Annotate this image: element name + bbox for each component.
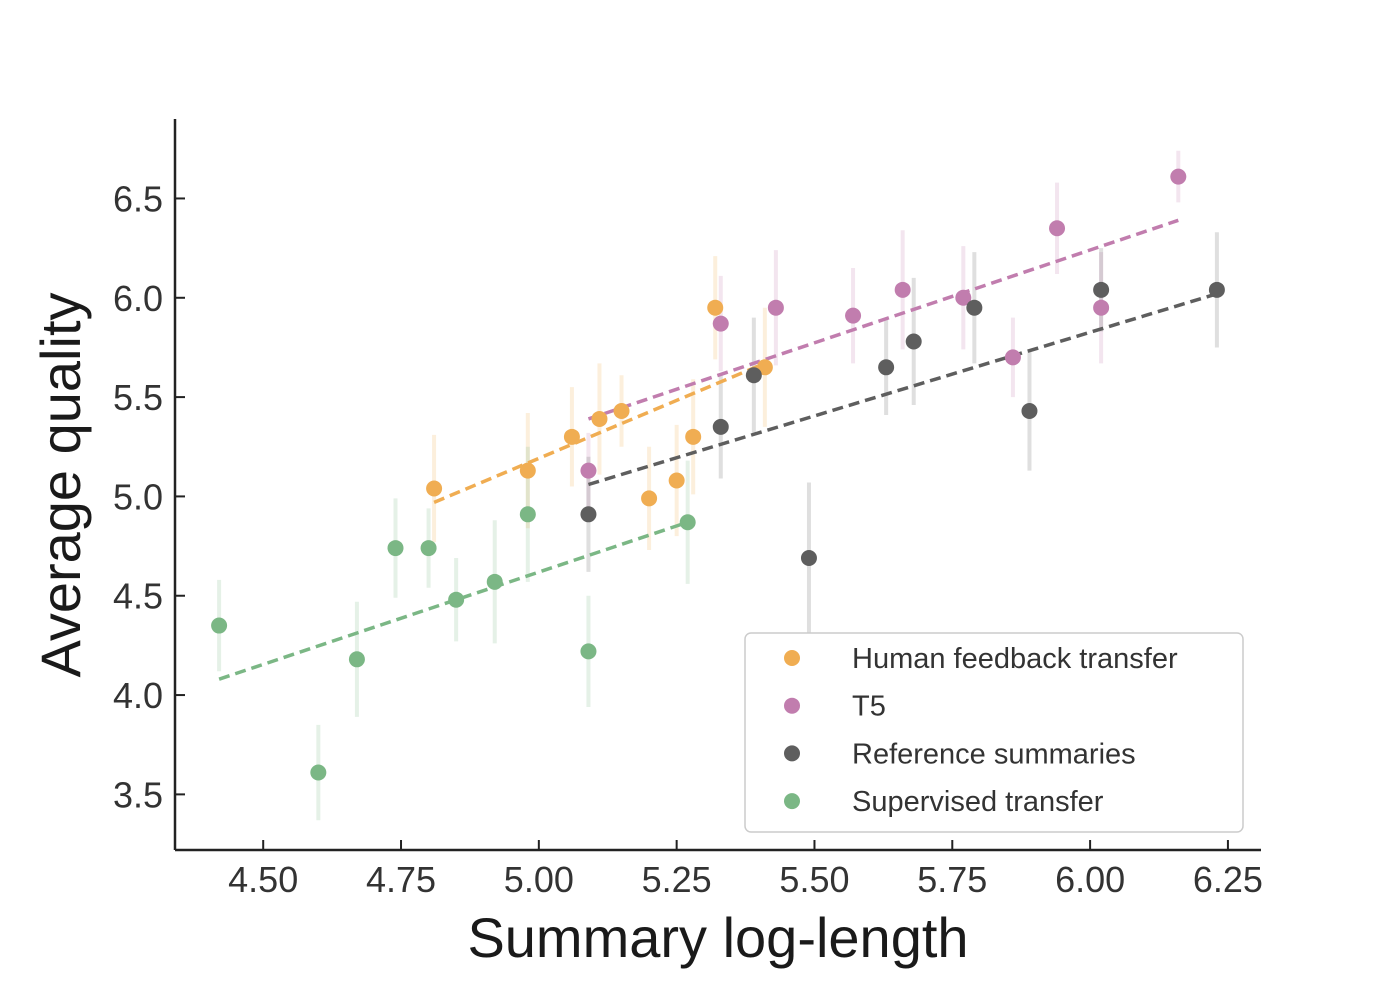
x-tick-label: 6.00 bbox=[1055, 859, 1125, 900]
legend-marker bbox=[784, 650, 800, 666]
data-point bbox=[1004, 349, 1021, 366]
x-tick-label: 5.50 bbox=[779, 859, 849, 900]
data-point bbox=[486, 573, 503, 590]
data-point bbox=[563, 428, 580, 445]
y-tick-label: 4.0 bbox=[113, 675, 163, 716]
data-point bbox=[685, 428, 702, 445]
data-point bbox=[420, 540, 437, 557]
data-point bbox=[426, 480, 443, 497]
x-tick-label: 4.75 bbox=[366, 859, 436, 900]
legend-label: T5 bbox=[852, 691, 886, 723]
data-points bbox=[211, 168, 1225, 781]
y-tick-label: 4.5 bbox=[113, 576, 163, 617]
data-point bbox=[580, 462, 597, 479]
trend-line bbox=[587, 292, 1218, 487]
data-point bbox=[448, 591, 465, 608]
legend-items: Human feedback transfer T5 Reference summa… bbox=[784, 643, 1178, 818]
data-point bbox=[878, 359, 895, 376]
data-point bbox=[668, 472, 685, 489]
trend-lines bbox=[218, 218, 1218, 681]
data-point bbox=[905, 333, 922, 350]
data-point bbox=[756, 359, 773, 376]
legend-box bbox=[744, 632, 1244, 833]
legend: Human feedback transfer T5 Reference summa… bbox=[744, 632, 1244, 833]
data-point bbox=[767, 299, 784, 316]
data-point bbox=[1093, 299, 1110, 316]
data-point bbox=[580, 643, 597, 660]
y-axis-title: Average quality bbox=[29, 293, 92, 678]
data-point bbox=[712, 315, 729, 332]
data-point bbox=[845, 307, 862, 324]
x-ticks: 4.50 4.75 5.00 5.25 5.50 5.75 6.00 6.25 bbox=[228, 840, 1263, 900]
y-tick-label: 5.5 bbox=[113, 377, 163, 418]
data-point bbox=[310, 764, 327, 781]
data-point bbox=[955, 289, 972, 306]
data-point bbox=[679, 514, 696, 531]
y-tick-label: 5.0 bbox=[113, 476, 163, 517]
data-point bbox=[707, 299, 724, 316]
data-point bbox=[1049, 220, 1066, 237]
data-point bbox=[712, 418, 729, 435]
y-ticks: 3.5 4.0 4.5 5.0 5.5 6.0 6.5 bbox=[113, 178, 185, 815]
data-point bbox=[613, 403, 630, 420]
data-point bbox=[519, 462, 536, 479]
legend-marker bbox=[784, 697, 800, 714]
trend-line bbox=[433, 361, 766, 504]
y-tick-label: 6.0 bbox=[113, 278, 163, 319]
data-point bbox=[1021, 403, 1038, 420]
y-tick-label: 6.5 bbox=[113, 178, 163, 219]
data-point bbox=[1208, 281, 1225, 298]
legend-marker bbox=[784, 793, 800, 810]
data-point bbox=[591, 410, 608, 427]
x-tick-label: 5.25 bbox=[642, 859, 712, 900]
x-axis-title: Summary log-length bbox=[467, 906, 968, 969]
legend-label: Supervised transfer bbox=[852, 786, 1104, 818]
data-point bbox=[519, 506, 536, 523]
legend-label: Reference summaries bbox=[852, 738, 1136, 770]
y-tick-label: 3.5 bbox=[113, 774, 163, 815]
data-point bbox=[211, 617, 228, 634]
data-point bbox=[745, 367, 762, 384]
data-point bbox=[580, 506, 597, 523]
trend-line bbox=[587, 218, 1179, 421]
x-tick-label: 4.50 bbox=[228, 859, 298, 900]
data-point bbox=[1093, 281, 1110, 298]
legend-label: Human feedback transfer bbox=[852, 643, 1178, 675]
x-tick-label: 6.25 bbox=[1193, 859, 1263, 900]
data-point bbox=[387, 540, 404, 557]
x-tick-label: 5.75 bbox=[917, 859, 987, 900]
data-point bbox=[641, 490, 658, 507]
data-point bbox=[348, 651, 365, 668]
x-tick-label: 5.00 bbox=[504, 859, 574, 900]
data-point bbox=[894, 281, 911, 298]
data-point bbox=[966, 299, 983, 316]
legend-marker bbox=[784, 745, 800, 762]
data-point bbox=[800, 549, 817, 566]
data-point bbox=[1170, 168, 1187, 185]
